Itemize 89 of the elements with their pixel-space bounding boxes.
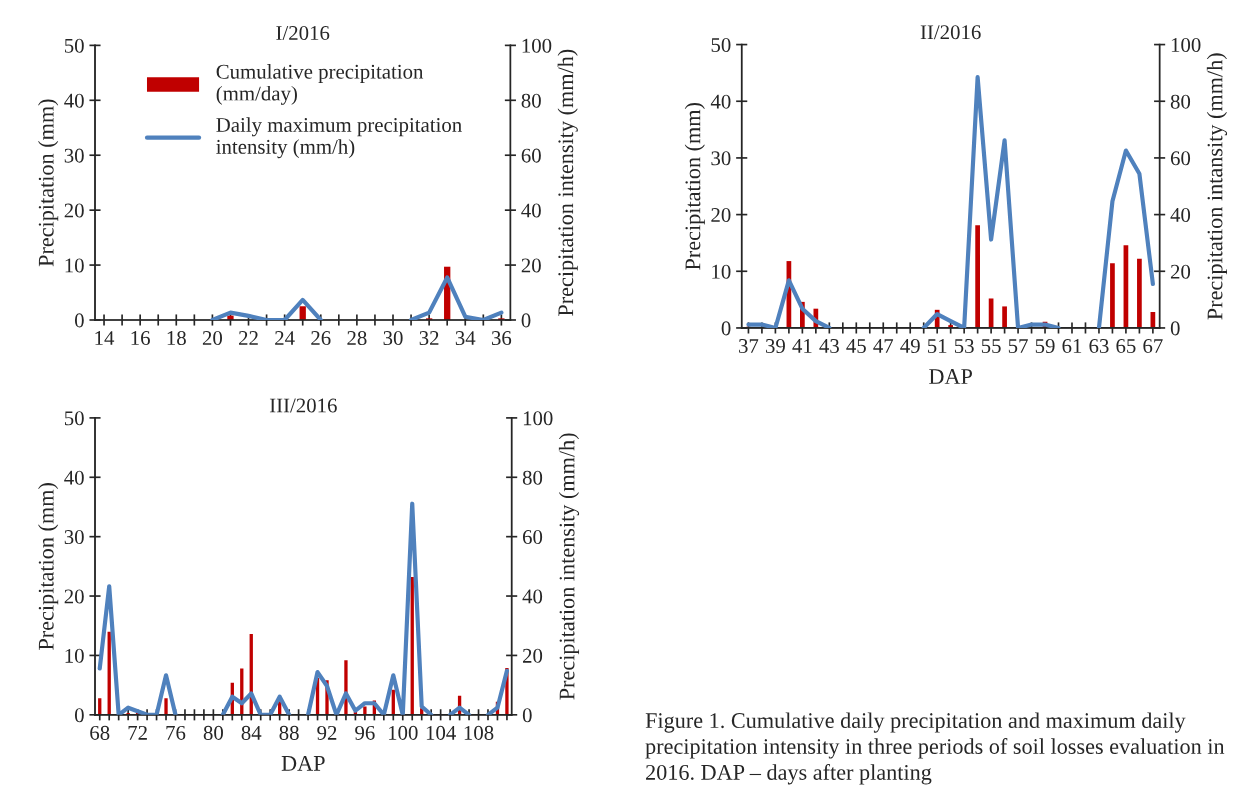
x-tick-label: 53 xyxy=(954,339,974,354)
y-tick-label: 20 xyxy=(64,589,84,604)
x-tick-label: 59 xyxy=(1035,339,1055,354)
y2-axis-title: Precipitation intensity (mm/h) xyxy=(558,433,580,700)
x-tick-label: 68 xyxy=(90,725,110,740)
y2-tick-label: 80 xyxy=(522,470,543,485)
legend-label: Daily maximum precipitation intensity (mm/h) xyxy=(216,117,462,159)
x-tick-label: 47 xyxy=(873,339,894,353)
y-tick-label: 20 xyxy=(711,207,731,223)
x-tick-label: 41 xyxy=(792,339,812,353)
x-tick-label: 108 xyxy=(464,725,494,740)
x-tick-label: 92 xyxy=(317,725,337,740)
y-tick-label: 30 xyxy=(711,151,731,166)
x-tick-label: 14 xyxy=(95,331,115,345)
x-tick-label: 36 xyxy=(491,331,512,346)
y2-tick-label: 100 xyxy=(1171,37,1201,53)
y-tick-label: 30 xyxy=(64,530,84,545)
x-axis-title: DAP xyxy=(929,369,972,384)
x-tick-label: 22 xyxy=(239,331,258,345)
y2-tick-label: 40 xyxy=(522,589,543,604)
x-tick-label: 57 xyxy=(1008,339,1028,354)
x-tick-label: 80 xyxy=(203,725,223,740)
x-tick-label: 26 xyxy=(311,331,331,346)
x-tick-label: 51 xyxy=(927,339,947,354)
y2-axis-title: Precipitation intensity (mm/h) xyxy=(557,49,578,316)
y2-tick-label: 100 xyxy=(523,411,553,426)
y2-tick-label: 80 xyxy=(1170,94,1191,109)
x-tick-label: 34 xyxy=(455,331,476,346)
y-tick-label: 10 xyxy=(712,264,731,279)
x-axis-title: DAP xyxy=(281,755,325,771)
y-tick-label: 50 xyxy=(711,37,731,53)
x-tick-label: 84 xyxy=(241,725,262,740)
x-tick-label: 43 xyxy=(819,339,839,354)
x-tick-label: 16 xyxy=(131,331,150,346)
y-tick-label: 0 xyxy=(721,321,731,336)
y-tick-label: 40 xyxy=(64,93,84,108)
x-tick-label: 37 xyxy=(739,339,759,354)
y-axis-title: Precipitation (mm) xyxy=(684,103,705,270)
x-tick-label: 63 xyxy=(1089,339,1109,354)
y-tick-label: 20 xyxy=(64,203,84,218)
y2-axis-title: Precipitation intansity (mm/h) xyxy=(1206,53,1228,320)
chart-title: III/2016 xyxy=(269,398,337,413)
x-tick-label: 88 xyxy=(279,725,299,740)
caption: Figure 1. Cumulative daily precipitation and maximum daily precipitation intensity in three periods of soil losses evaluation in 2016. DAP – days after planting xyxy=(645,712,1225,785)
y-tick-label: 0 xyxy=(74,313,84,328)
x-tick-label: 55 xyxy=(981,339,1001,354)
y-tick-label: 40 xyxy=(710,94,731,109)
y2-tick-label: 40 xyxy=(521,203,541,218)
x-tick-label: 28 xyxy=(347,331,367,346)
chart-title: II/2016 xyxy=(920,25,981,40)
y2-tick-label: 0 xyxy=(1170,321,1180,336)
x-tick-label: 104 xyxy=(426,725,456,740)
y-axis-title: Precipitation (mm) xyxy=(38,99,59,267)
x-tick-label: 76 xyxy=(166,725,186,740)
y-axis-title: Precipitation (mm) xyxy=(38,483,59,650)
y-tick-label: 30 xyxy=(64,148,84,163)
y2-tick-label: 100 xyxy=(522,38,552,53)
x-tick-label: 96 xyxy=(355,725,375,740)
x-tick-label: 20 xyxy=(202,331,223,346)
y2-tick-label: 20 xyxy=(522,648,543,663)
x-tick-label: 39 xyxy=(765,339,785,354)
y2-tick-label: 20 xyxy=(521,258,541,273)
y-tick-label: 50 xyxy=(64,38,84,53)
x-tick-label: 61 xyxy=(1062,339,1082,354)
x-tick-label: 49 xyxy=(900,339,920,354)
y2-tick-label: 80 xyxy=(521,93,541,108)
y2-tick-label: 40 xyxy=(1170,207,1191,223)
x-tick-label: 45 xyxy=(846,339,866,354)
y-tick-label: 0 xyxy=(74,708,84,723)
x-tick-label: 100 xyxy=(388,725,418,740)
y-tick-label: 10 xyxy=(65,258,84,273)
y2-tick-label: 0 xyxy=(521,313,531,328)
y2-tick-label: 0 xyxy=(522,708,532,723)
x-tick-label: 32 xyxy=(419,331,439,346)
x-tick-label: 65 xyxy=(1116,339,1136,354)
x-tick-label: 18 xyxy=(167,331,186,346)
y-tick-label: 50 xyxy=(64,411,84,426)
x-tick-label: 30 xyxy=(383,331,403,346)
y2-tick-label: 20 xyxy=(1170,264,1191,279)
y-tick-label: 10 xyxy=(65,648,84,663)
chart-title: I/2016 xyxy=(276,25,330,41)
x-tick-label: 24 xyxy=(275,331,295,345)
y2-tick-label: 60 xyxy=(522,530,543,545)
x-tick-label: 67 xyxy=(1143,339,1163,354)
y2-tick-label: 60 xyxy=(521,148,541,163)
y-tick-label: 40 xyxy=(64,470,84,485)
legend-label: Cumulative precipitation (mm/day) xyxy=(216,64,424,105)
x-tick-label: 72 xyxy=(128,725,147,740)
y2-tick-label: 60 xyxy=(1170,151,1191,166)
